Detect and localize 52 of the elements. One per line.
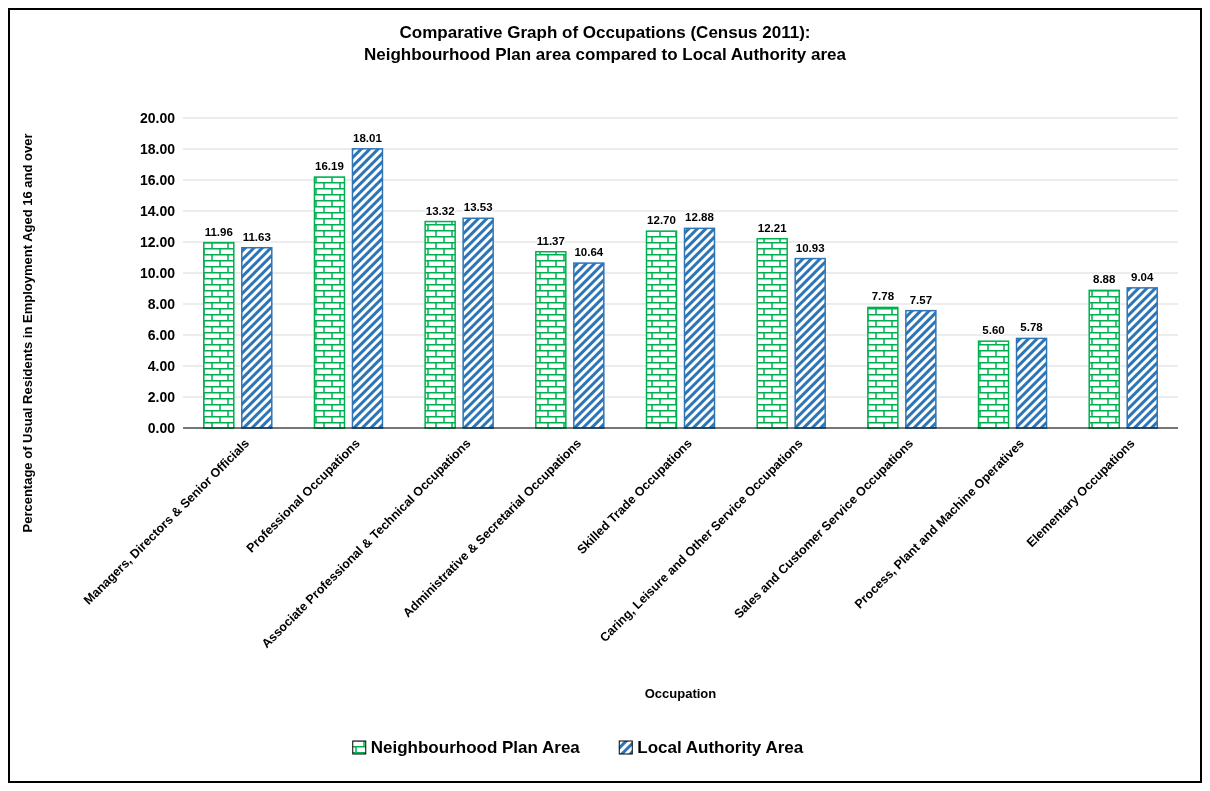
- legend-label: Local Authority Area: [637, 738, 804, 757]
- bar: [351, 148, 384, 429]
- y-tick-label: 10.00: [139, 264, 176, 281]
- data-label: 13.53: [463, 201, 493, 214]
- data-label: 7.57: [909, 293, 933, 306]
- data-label: 13.32: [425, 204, 455, 217]
- bar: [203, 241, 235, 429]
- y-tick-label: 12.00: [139, 233, 176, 250]
- y-tick-label: 20.00: [139, 109, 176, 126]
- chart-title: Comparative Graph of Occupations (Census 2011): Neighbourhood Plan area compared to Local Authority area: [363, 23, 847, 64]
- bar: [573, 262, 605, 429]
- y-tick-label: 6.00: [147, 326, 176, 343]
- data-label: 10.64: [574, 246, 604, 259]
- bar: [683, 227, 716, 429]
- bar: [756, 238, 788, 429]
- data-label: 11.96: [204, 225, 233, 238]
- data-label: 11.63: [242, 230, 271, 243]
- data-label: 12.88: [685, 211, 715, 224]
- data-label: 5.60: [982, 324, 1005, 337]
- y-tick-label: 16.00: [139, 171, 176, 188]
- y-axis-title: Percentage of Usual Residents in Employment Aged 16 and over: [20, 133, 35, 533]
- y-tick-label: 18.00: [139, 140, 176, 157]
- legend-label: Neighbourhood Plan Area: [370, 738, 581, 757]
- data-label: 10.93: [795, 241, 825, 254]
- bar: [241, 246, 273, 429]
- bar: [462, 217, 494, 429]
- bar: [867, 306, 899, 429]
- data-label: 7.78: [871, 290, 895, 303]
- bar: [424, 220, 456, 429]
- y-tick-label: 2.00: [147, 388, 176, 405]
- data-label: 5.78: [1020, 321, 1044, 334]
- y-tick-label: 14.00: [139, 202, 176, 219]
- bar: [1015, 337, 1048, 429]
- data-label: 9.04: [1131, 270, 1155, 283]
- bar: [977, 340, 1010, 429]
- data-label: 16.19: [315, 160, 344, 173]
- y-tick-label: 8.00: [147, 295, 176, 312]
- bar: [794, 257, 826, 429]
- bar: [313, 176, 346, 429]
- x-axis-title: Occupation: [644, 686, 717, 701]
- bar: [1088, 289, 1120, 429]
- data-label: 11.37: [536, 234, 565, 247]
- bar: [1126, 287, 1158, 429]
- bar: [645, 230, 678, 429]
- y-tick-label: 0.00: [147, 419, 176, 436]
- data-label: 8.88: [1093, 273, 1117, 286]
- bar: [905, 309, 937, 429]
- data-label: 12.21: [757, 221, 788, 234]
- data-label: 12.70: [647, 214, 676, 227]
- data-label: 18.01: [353, 131, 383, 144]
- bar: [535, 251, 567, 429]
- y-tick-label: 4.00: [147, 357, 176, 374]
